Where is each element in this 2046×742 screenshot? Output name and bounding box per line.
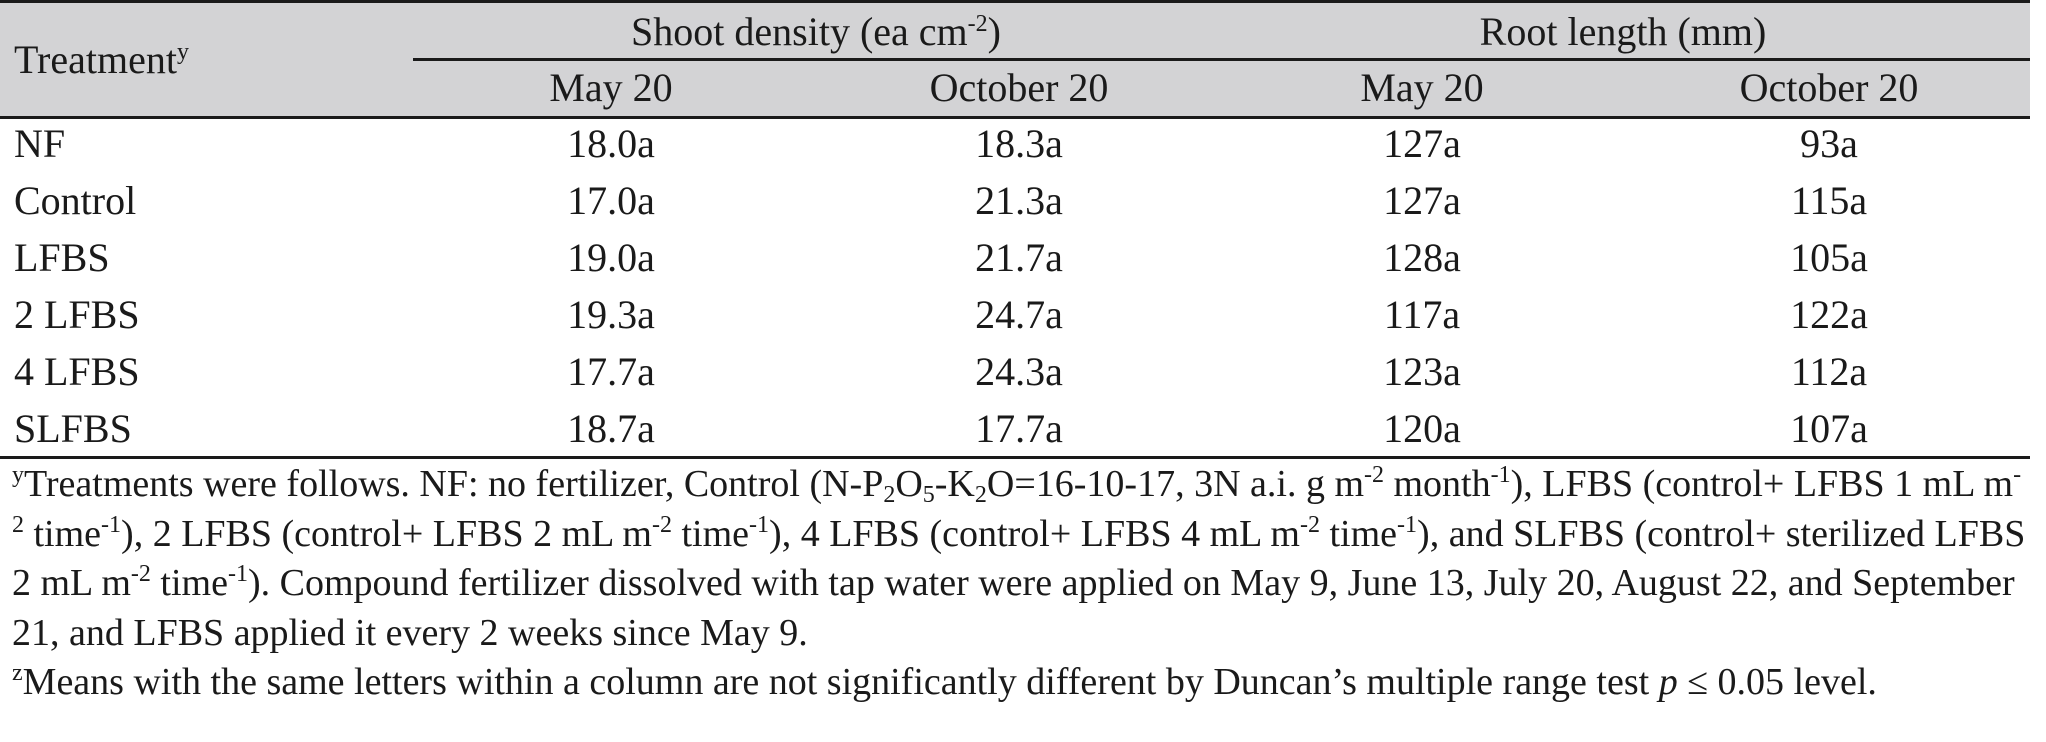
table-cell: 24.3a xyxy=(975,349,1063,394)
table-cell: 21.3a xyxy=(975,178,1063,223)
group-header-rule xyxy=(413,58,2030,61)
subheader-root-october: October 20 xyxy=(1739,65,1919,110)
table-cell: 17.7a xyxy=(975,406,1063,451)
table-bottom-rule xyxy=(0,456,2030,459)
table-cell: 128a xyxy=(1383,235,1461,280)
row-treatment-label: SLFBS xyxy=(14,406,132,451)
row-treatment-label: 4 LFBS xyxy=(14,349,140,394)
root-length-group-header: Root length (mm) xyxy=(1479,9,1767,54)
table-cell: 18.7a xyxy=(567,406,655,451)
table-cell: 127a xyxy=(1383,121,1461,166)
footnote-y: yTreatments were follows. NF: no fertili… xyxy=(12,462,2026,654)
header-bottom-rule xyxy=(0,116,2030,119)
footnote-z: zMeans with the same letters within a co… xyxy=(12,660,1877,703)
table-footnotes: yTreatments were follows. NF: no fertili… xyxy=(12,460,2032,708)
row-treatment-label: LFBS xyxy=(14,235,110,280)
subheader-shoot-october: October 20 xyxy=(929,65,1109,110)
shoot-density-group-header: Shoot density (ea cm-2) xyxy=(631,9,1001,54)
table-cell: 24.7a xyxy=(975,292,1063,337)
subheader-shoot-may: May 20 xyxy=(549,65,673,110)
table-cell: 107a xyxy=(1790,406,1868,451)
table-cell: 105a xyxy=(1790,235,1868,280)
row-treatment-label: Control xyxy=(14,178,137,223)
table-top-rule xyxy=(0,0,2030,3)
table-cell: 17.7a xyxy=(567,349,655,394)
table-cell: 18.0a xyxy=(567,121,655,166)
treatment-column-header: Treatmenty xyxy=(14,37,189,82)
row-treatment-label: NF xyxy=(14,121,66,166)
table-cell: 19.3a xyxy=(567,292,655,337)
table-cell: 115a xyxy=(1790,178,1868,223)
subheader-root-may: May 20 xyxy=(1360,65,1484,110)
table-cell: 17.0a xyxy=(567,178,655,223)
table-cell: 123a xyxy=(1383,349,1461,394)
table-cell: 18.3a xyxy=(975,121,1063,166)
table-cell: 21.7a xyxy=(975,235,1063,280)
table-cell: 93a xyxy=(1800,121,1858,166)
table-cell: 127a xyxy=(1383,178,1461,223)
table-cell: 122a xyxy=(1790,292,1868,337)
table-cell: 112a xyxy=(1790,349,1868,394)
table-cell: 120a xyxy=(1383,406,1461,451)
table-cell: 117a xyxy=(1383,292,1461,337)
table-cell: 19.0a xyxy=(567,235,655,280)
row-treatment-label: 2 LFBS xyxy=(14,292,140,337)
